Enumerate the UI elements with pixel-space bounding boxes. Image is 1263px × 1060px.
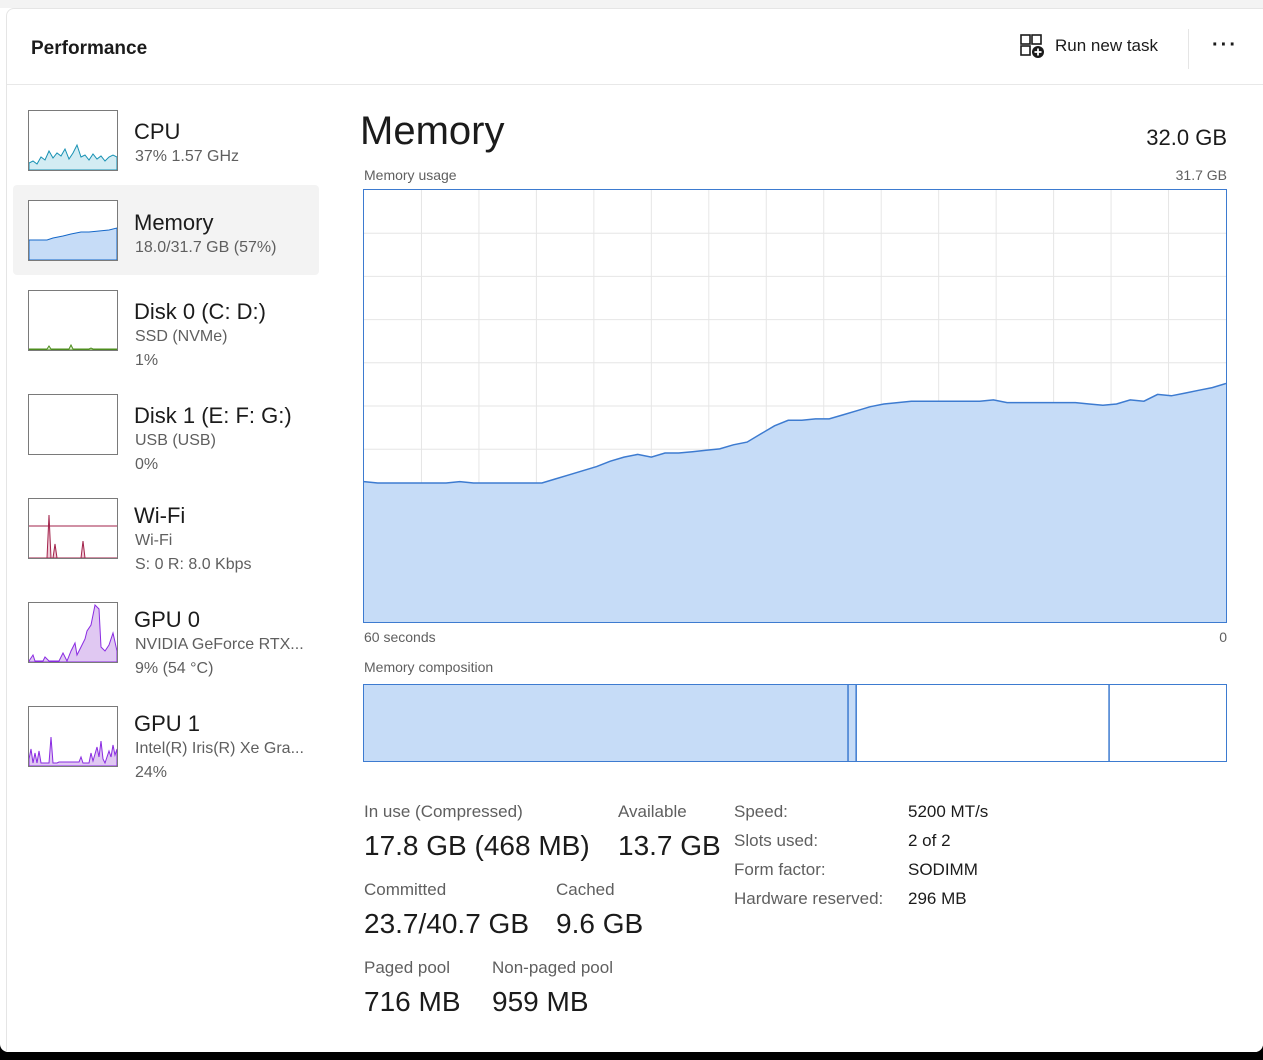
cpu-thumbnail [28,110,118,171]
speed-label: Speed: [734,802,788,821]
memory-usage-max: 31.7 GB [1175,167,1227,183]
paged-pool-label: Paged pool [364,958,451,977]
sidebar-item-cpu[interactable]: CPU 37% 1.57 GHz [13,89,319,179]
sidebar-item-gpu-1[interactable]: GPU 1 Intel(R) Iris(R) Xe Gra... 24% [13,691,319,781]
available-label: Available [618,802,687,821]
sidebar-item-label: Memory [134,210,214,235]
total-memory: 32.0 GB [1146,125,1227,150]
gpu0-thumbnail [28,602,118,663]
sidebar-item-detail: USB (USB) [135,432,216,449]
sidebar-item-detail: NVIDIA GeForce RTX... [135,636,304,653]
more-options-button[interactable]: ··· [1212,33,1238,56]
sidebar-item-label: CPU [134,119,181,144]
memory-mini-graph [29,227,117,260]
composition-in-use [364,685,849,761]
resource-title: Memory [360,109,505,153]
gpu1-mini-graph [29,736,117,766]
non-paged-pool-value: 959 MB [492,986,589,1017]
sidebar-item-detail: 37% 1.57 GHz [135,148,240,165]
available-value: 13.7 GB [618,830,721,861]
sidebar-item-gpu-0[interactable]: GPU 0 NVIDIA GeForce RTX... 9% (54 °C) [13,587,319,677]
sidebar-item-detail: Intel(R) Iris(R) Xe Gra... [135,740,304,757]
wifi-mini-graph [29,514,117,558]
sidebar-item-label: Disk 1 (E: F: G:) [134,403,292,428]
memory-thumbnail [28,200,118,261]
memory-usage-chart [363,189,1227,623]
cached-value: 9.6 GB [556,908,644,939]
disk0-thumbnail [28,290,118,351]
cached-label: Cached [556,880,615,899]
run-new-task-button[interactable]: Run new task [1019,31,1158,61]
run-task-icon [1020,34,1044,58]
performance-panel: Performance Run new task ··· [6,8,1263,1052]
gpu1-thumbnail [28,706,118,767]
form-factor-label: Form factor: [734,860,826,879]
sidebar-item-wifi[interactable]: Wi-Fi Wi-Fi S: 0 R: 8.0 Kbps [13,483,319,573]
sidebar-item-label: Wi-Fi [134,503,186,528]
wifi-thumbnail [28,498,118,559]
disk1-thumbnail [28,394,118,455]
memory-composition-plot [364,685,1229,761]
run-new-task-label: Run new task [1055,36,1158,55]
disk0-mini-graph [29,343,117,350]
slots-used-label: Slots used: [734,831,819,850]
in-use-label: In use (Compressed) [364,802,523,821]
page-title: Performance [31,38,148,59]
memory-composition-label: Memory composition [364,659,494,675]
sidebar-item-detail: S: 0 R: 8.0 Kbps [135,556,252,573]
time-axis-end: 0 [1219,629,1227,645]
composition-standby [856,685,1110,761]
sidebar-item-label: GPU 1 [134,711,201,736]
committed-label: Committed [364,880,447,899]
sidebar-item-label: Disk 0 (C: D:) [134,299,266,324]
sidebar-item-detail: 18.0/31.7 GB (57%) [135,239,277,256]
usage-line [364,382,1226,484]
header-divider [1188,29,1189,69]
sidebar-item-detail: SSD (NVMe) [135,328,228,345]
sidebar-item-memory[interactable]: Memory 18.0/31.7 GB (57%) [13,185,319,275]
form-factor-value: SODIMM [908,860,978,879]
memory-usage-plot [364,190,1226,622]
sidebar-item-detail: 1% [135,352,159,369]
paged-pool-value: 716 MB [364,986,461,1017]
slots-used-value: 2 of 2 [908,831,951,850]
sidebar-item-disk-1[interactable]: Disk 1 (E: F: G:) USB (USB) 0% [13,379,319,473]
hardware-reserved-label: Hardware reserved: [734,889,884,908]
sidebar-item-detail: Wi-Fi [135,532,173,549]
page-header: Performance Run new task ··· [7,9,1263,85]
window-frame [0,0,1263,8]
cpu-mini-graph [29,143,117,170]
committed-value: 23.7/40.7 GB [364,908,530,939]
sidebar-item-detail: 24% [135,764,168,781]
memory-composition-bar [363,684,1229,762]
memory-usage-label: Memory usage [364,167,457,183]
sidebar-item-label: GPU 0 [134,607,201,632]
composition-modified [848,685,857,761]
hardware-reserved-value: 296 MB [908,889,967,908]
non-paged-pool-label: Non-paged pool [492,958,613,977]
usage-area [364,383,1226,622]
sidebar-item-detail: 9% (54 °C) [135,660,214,677]
sidebar-item-disk-0[interactable]: Disk 0 (C: D:) SSD (NVMe) 1% [13,275,319,369]
composition-free [1109,685,1229,761]
sidebar-item-detail: 0% [135,456,159,473]
gpu0-mini-graph [29,603,117,662]
in-use-value: 17.8 GB (468 MB) [364,830,590,861]
speed-value: 5200 MT/s [908,802,989,821]
time-axis-start: 60 seconds [364,629,436,645]
